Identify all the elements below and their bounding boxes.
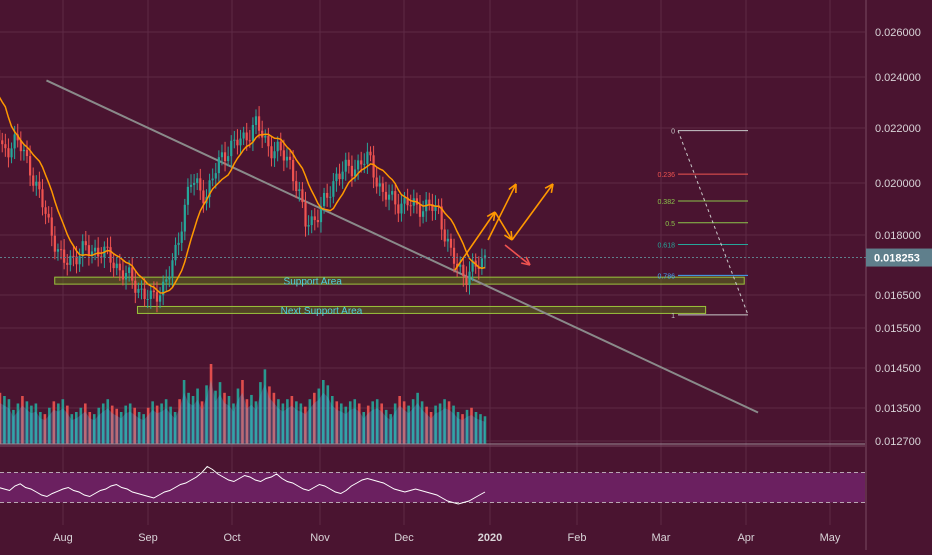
current-price-value: 0.018253 xyxy=(874,253,920,265)
time-tick-label: Oct xyxy=(223,532,240,544)
time-tick-label: Sep xyxy=(138,532,158,544)
price-tick-label: 0.020000 xyxy=(875,178,921,190)
price-tick-label: 0.013500 xyxy=(875,403,921,415)
fib-level-label: 0.786 xyxy=(657,273,675,280)
price-tick-label: 0.016500 xyxy=(875,290,921,302)
price-tick-label: 0.015500 xyxy=(875,323,921,335)
fib-level-label: 0.618 xyxy=(657,242,675,249)
fib-level-label: 0.236 xyxy=(657,172,675,179)
price-tick-label: 0.018000 xyxy=(875,230,921,242)
price-tick-label: 0.012700 xyxy=(875,436,921,448)
support-area-zone[interactable] xyxy=(55,277,745,284)
next-support-area-zone[interactable] xyxy=(137,306,705,313)
fib-level-label: 0.5 xyxy=(665,221,675,228)
time-tick-label: Dec xyxy=(394,532,414,544)
time-tick-label: Nov xyxy=(310,532,330,544)
price-tick-label: 0.014500 xyxy=(875,363,921,375)
time-tick-label: May xyxy=(820,532,841,544)
time-tick-label: Aug xyxy=(53,532,73,544)
time-tick-label: Mar xyxy=(652,532,671,544)
fib-level-label: 0 xyxy=(671,129,675,136)
price-axis[interactable]: 0.026000 0.024000 0.022000 0.020000 0.018000… xyxy=(866,0,932,550)
time-tick-label: Apr xyxy=(737,532,754,544)
time-tick-label: Feb xyxy=(568,532,587,544)
price-tick-label: 0.024000 xyxy=(875,72,921,84)
price-tick-label: 0.022000 xyxy=(875,123,921,135)
fib-level-label: 1 xyxy=(671,313,675,320)
price-tick-label: 0.026000 xyxy=(875,27,921,39)
support-area-label: Support Area xyxy=(284,277,343,288)
time-tick-label: 2020 xyxy=(478,532,502,544)
fib-level-label: 0.382 xyxy=(657,199,675,206)
next-support-area-label: Next Support Area xyxy=(281,306,363,317)
